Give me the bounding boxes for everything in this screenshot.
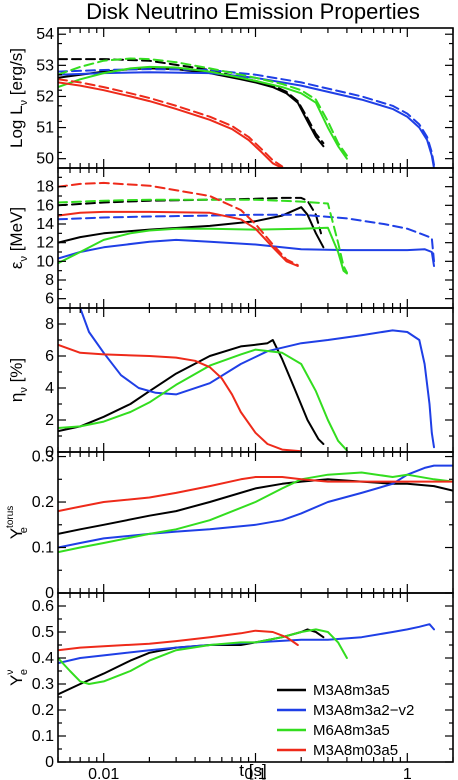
series-group xyxy=(58,181,435,275)
series-line-energy-1 xyxy=(58,196,322,235)
series-line-lum-1 xyxy=(58,58,325,145)
panel-lum: 50 51 52 53 54 Log Lν [erg/s] xyxy=(7,26,454,169)
series-line-efficiency-0 xyxy=(58,339,325,445)
y-tick-label: 0.5 xyxy=(32,624,54,641)
legend-label: M3A8m3a2−v2 xyxy=(313,702,414,719)
y-tick-label: 53 xyxy=(36,57,54,74)
series-line-energy-5 xyxy=(58,198,348,274)
series-line-ye-torus-3 xyxy=(58,476,453,513)
y-tick-label: 0.4 xyxy=(32,650,54,667)
legend: M3A8m3a5 M3A8m3a2−v2 M6A8m3a5 M3A8m03a5 xyxy=(277,682,414,759)
y-tick-label: 16 xyxy=(36,197,54,214)
y-tick-label: 0.1 xyxy=(32,540,54,557)
y-tick-label: 8 xyxy=(45,316,54,333)
y-tick-label: 0 xyxy=(45,754,54,771)
series-line-ye-nu-1 xyxy=(58,623,435,665)
series-line-ye-nu-3 xyxy=(58,629,299,652)
series-line-ye-torus-0 xyxy=(58,478,453,535)
series-line-lum-3 xyxy=(58,68,435,166)
y-tick-label: 0.1 xyxy=(32,728,54,745)
y-tick-label: 0 xyxy=(45,585,54,602)
series-line-energy-4 xyxy=(58,226,348,275)
y-tick-label: 2 xyxy=(45,412,54,429)
y-tick-label: 0 xyxy=(45,444,54,461)
y-tick-label: 0.3 xyxy=(32,676,54,693)
y-tick-label: 0.2 xyxy=(32,702,54,719)
series-group xyxy=(58,623,435,696)
legend-label: M6A8m3a5 xyxy=(313,722,390,739)
series-line-energy-0 xyxy=(58,206,325,249)
x-tick-label: 1 xyxy=(403,766,412,780)
y-tick-label: 8 xyxy=(45,272,54,289)
x-tick-label: 0.01 xyxy=(88,766,119,780)
y-tick-label: 50 xyxy=(36,151,54,168)
y-tick-label: 14 xyxy=(36,216,54,233)
y-tick-label: 51 xyxy=(36,120,54,137)
series-group xyxy=(58,308,435,452)
chart-title: Disk Neutrino Emission Properties xyxy=(86,0,420,24)
panel-efficiency: 0 2 4 6 8 ην [%] xyxy=(7,307,454,461)
series-group xyxy=(58,464,453,554)
y-tick-label: 0.6 xyxy=(32,598,54,615)
y-tick-label: 0.3 xyxy=(32,449,54,466)
y-tick-label: 10 xyxy=(36,253,54,270)
legend-label: M3A8m3a5 xyxy=(313,682,390,699)
y-axis-label-ye-torus: Ytoruse xyxy=(5,506,30,540)
series-line-lum-5 xyxy=(58,57,348,157)
y-tick-label: 6 xyxy=(45,348,54,365)
series-line-lum-6 xyxy=(58,81,284,168)
y-tick-label: 18 xyxy=(36,179,54,196)
y-axis-label-ye-nu: Yν e xyxy=(5,669,30,686)
series-line-energy-3 xyxy=(58,213,435,263)
x-axis-label: t [s] xyxy=(239,761,266,780)
y-tick-label: 52 xyxy=(36,88,54,105)
y-tick-label: 54 xyxy=(36,26,54,43)
y-tick-label: 4 xyxy=(45,380,54,397)
series-line-energy-2 xyxy=(58,238,435,267)
x-tick-label: 0.1 xyxy=(244,766,266,780)
series-line-lum-2 xyxy=(58,71,435,168)
y-axis-label-energy: εν [MeV] xyxy=(7,207,30,269)
panel-frame xyxy=(57,167,454,309)
y-axis-label-lum: Log Lν [erg/s] xyxy=(7,48,30,148)
series-group xyxy=(58,57,435,168)
series-line-lum-4 xyxy=(58,65,348,160)
series-line-energy-6 xyxy=(58,210,299,267)
panel-ye-torus: 0 0.1 0.2 0.3 Ytoruse xyxy=(5,449,454,602)
series-line-efficiency-3 xyxy=(58,343,303,452)
y-axis-label-efficiency: ην [%] xyxy=(7,358,30,402)
series-line-ye-nu-2 xyxy=(58,628,348,685)
series-line-ye-torus-2 xyxy=(58,471,453,554)
series-line-lum-7 xyxy=(58,78,284,168)
panel-ye-nu: 0 0.1 0.2 0.3 0.4 0.5 0.6 Yν e xyxy=(5,592,454,771)
panel-frame xyxy=(57,592,454,763)
series-line-energy-7 xyxy=(58,181,299,267)
y-tick-label: 0.2 xyxy=(32,494,54,511)
series-line-efficiency-1 xyxy=(79,308,435,449)
y-tick-label: 6 xyxy=(45,291,54,308)
y-tick-label: 12 xyxy=(36,235,54,252)
series-line-efficiency-2 xyxy=(58,348,348,452)
legend-label: M3A8m03a5 xyxy=(313,742,398,759)
series-line-ye-torus-1 xyxy=(58,464,453,549)
